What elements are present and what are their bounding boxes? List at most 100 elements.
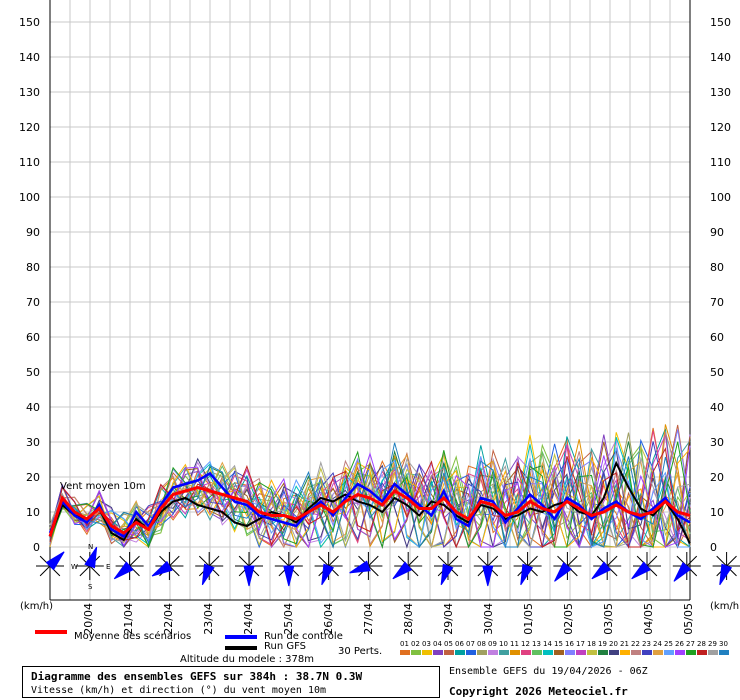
wind-star-line bbox=[606, 555, 618, 567]
y-tick-label-right: 20 bbox=[710, 471, 724, 484]
wind-rose bbox=[75, 546, 104, 580]
y-tick-label-left: 50 bbox=[26, 366, 40, 379]
wind-star-line bbox=[129, 555, 140, 567]
wind-star-line bbox=[447, 555, 459, 567]
y-tick-label-right: 30 bbox=[710, 436, 724, 449]
y-tick-label-right: 10 bbox=[710, 506, 724, 519]
y-tick-label-left: 130 bbox=[19, 86, 40, 99]
wind-arrow bbox=[591, 561, 612, 580]
wind-star-line bbox=[318, 555, 329, 567]
pert-number: 03 bbox=[422, 640, 431, 648]
pert-number: 18 bbox=[587, 640, 596, 648]
y-tick-label-left: 150 bbox=[19, 16, 40, 29]
wind-rose bbox=[513, 552, 542, 586]
pert-swatch bbox=[719, 650, 729, 655]
wind-rose bbox=[392, 552, 423, 580]
gfs-legend-label: Run GFS bbox=[264, 641, 307, 652]
perturbation-legend: 01 02 03 04 05 06 07 08 09 10 11 12 13 14 15 16 17 18 19 20… bbox=[400, 640, 729, 655]
control-swatch bbox=[225, 635, 257, 639]
compass-s: S bbox=[88, 583, 93, 591]
wind-star-line bbox=[198, 555, 210, 567]
x-axis-dates: 20/04 21/04 22/04 23/04 24/04 25/04 26/04 27/04… bbox=[82, 603, 695, 635]
wind-arrow bbox=[520, 563, 534, 586]
wind-arrow bbox=[719, 563, 733, 586]
wind-star-line bbox=[437, 555, 449, 567]
footer-title: Diagramme des ensembles GEFS sur 384h : … bbox=[31, 670, 363, 683]
x-date-label: 28/04 bbox=[402, 603, 415, 635]
perturbation-line bbox=[49, 447, 691, 549]
x-date-label: 02/05 bbox=[562, 603, 575, 635]
pert-number: 24 bbox=[653, 640, 662, 648]
pert-number: 27 bbox=[686, 640, 695, 648]
pert-number: 01 bbox=[400, 640, 409, 648]
pert-number: 07 bbox=[466, 640, 475, 648]
y-tick-label-right: 130 bbox=[710, 86, 731, 99]
y-axis-right: 0 10 20 30 40 50 60 70 80 90 100 110 120 130 140 150 bbox=[710, 16, 731, 554]
wind-arrow bbox=[554, 561, 573, 582]
pert-swatch bbox=[697, 650, 707, 655]
y-tick-label-right: 80 bbox=[710, 261, 724, 274]
y-tick-label-left: 80 bbox=[26, 261, 40, 274]
wind-star-line bbox=[169, 565, 180, 577]
pert-swatch bbox=[455, 650, 465, 655]
compass-w: W bbox=[71, 563, 78, 571]
pert-swatch bbox=[609, 650, 619, 655]
y-tick-label-left: 70 bbox=[26, 296, 40, 309]
wind-star-line bbox=[278, 555, 290, 567]
pert-number: 04 bbox=[433, 640, 442, 648]
pert-number: 12 bbox=[521, 640, 530, 648]
pert-number: 17 bbox=[576, 640, 585, 648]
main-series bbox=[48, 460, 691, 544]
wind-star-line bbox=[517, 555, 528, 567]
pert-swatch bbox=[708, 650, 718, 655]
wind-arrow bbox=[45, 551, 65, 571]
wind-rose bbox=[113, 552, 144, 580]
pert-swatch bbox=[543, 650, 553, 655]
pert-number: 25 bbox=[664, 640, 673, 648]
pert-swatch bbox=[686, 650, 696, 655]
wind-star-line bbox=[567, 555, 578, 567]
x-date-label: 24/04 bbox=[242, 603, 255, 635]
pert-swatch bbox=[620, 650, 630, 655]
y-tick-label-right: 40 bbox=[710, 401, 724, 414]
y-tick-label-left: 120 bbox=[19, 121, 40, 134]
pert-swatch bbox=[477, 650, 487, 655]
y-tick-label-left: 110 bbox=[19, 156, 40, 169]
wind-star-line bbox=[368, 555, 379, 567]
wind-arrows bbox=[36, 546, 740, 587]
wind-star-line bbox=[328, 555, 339, 567]
wind-arrow bbox=[349, 560, 371, 574]
y-axis-left: 0 10 20 30 40 50 60 70 80 90 100 110 120 130 140 150 bbox=[19, 16, 40, 554]
wind-arrow bbox=[243, 565, 255, 587]
y-tick-label-right: 90 bbox=[710, 226, 724, 239]
pert-swatch bbox=[488, 650, 498, 655]
pert-swatch bbox=[664, 650, 674, 655]
y-tick-label-left: 0 bbox=[33, 541, 40, 554]
pert-number: 28 bbox=[697, 640, 706, 648]
wind-star-line bbox=[79, 565, 91, 577]
wind-arrow bbox=[321, 563, 335, 586]
x-date-label: 03/05 bbox=[602, 603, 615, 635]
x-date-label: 27/04 bbox=[362, 603, 375, 635]
wind-rose bbox=[235, 552, 263, 587]
wind-star-line bbox=[368, 565, 379, 577]
pert-number: 14 bbox=[543, 640, 552, 648]
wind-star-line bbox=[646, 555, 658, 567]
wind-rose bbox=[672, 552, 701, 582]
pert-swatch bbox=[499, 650, 509, 655]
pert-number: 22 bbox=[631, 640, 640, 648]
pert-number: 23 bbox=[642, 640, 651, 648]
wind-star-line bbox=[477, 555, 489, 567]
y-tick-label-left: 90 bbox=[26, 226, 40, 239]
pert-swatch bbox=[642, 650, 652, 655]
pert-swatch bbox=[598, 650, 608, 655]
pert-swatch bbox=[444, 650, 454, 655]
altitude-label: Altitude du modele : 378m bbox=[180, 654, 314, 665]
pert-number: 20 bbox=[609, 640, 618, 648]
pert-number: 06 bbox=[455, 640, 464, 648]
wind-rose bbox=[434, 552, 462, 586]
wind-star-line bbox=[716, 555, 727, 567]
y-tick-label-right: 60 bbox=[710, 331, 724, 344]
wind-star-line bbox=[169, 555, 180, 567]
